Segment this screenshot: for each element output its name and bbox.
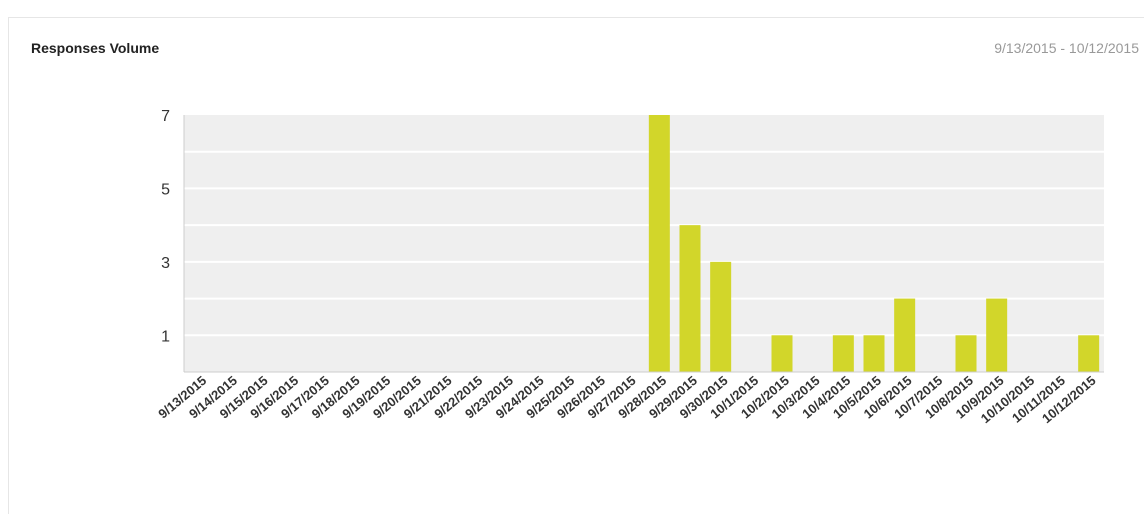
bar-10/5/2015 — [863, 335, 885, 372]
y-tick-label: 3 — [161, 255, 170, 272]
bar-10/9/2015 — [986, 298, 1008, 372]
bar-9/28/2015 — [648, 115, 670, 372]
date-range-label: 9/13/2015 - 10/12/2015 — [994, 40, 1139, 56]
y-tick-label: 7 — [161, 108, 170, 125]
panel-title: Responses Volume — [31, 40, 160, 56]
bar-10/6/2015 — [894, 298, 916, 372]
y-tick-label: 5 — [161, 181, 170, 198]
bar-9/29/2015 — [679, 225, 701, 372]
plot-area — [184, 115, 1104, 372]
bar-10/8/2015 — [955, 335, 977, 372]
bar-10/2/2015 — [771, 335, 793, 372]
bar-10/4/2015 — [832, 335, 854, 372]
y-tick-label: 1 — [161, 328, 170, 345]
bar-9/30/2015 — [710, 261, 732, 372]
bar-10/12/2015 — [1078, 335, 1100, 372]
